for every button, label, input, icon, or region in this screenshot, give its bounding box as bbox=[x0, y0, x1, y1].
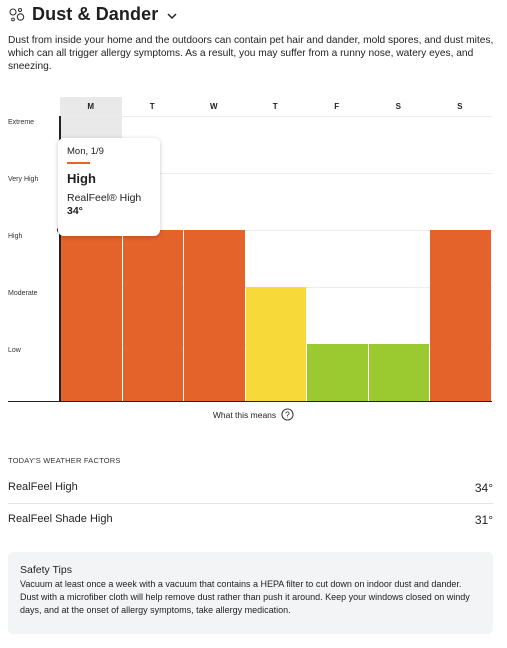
bar-3[interactable] bbox=[245, 287, 306, 401]
page-title: Dust & Dander bbox=[32, 4, 159, 24]
tooltip-date: Mon, 1/9 bbox=[67, 146, 104, 157]
y-label-very-high: Very High bbox=[8, 176, 39, 183]
day-tooltip: Mon, 1/9 High RealFeel® High 34° bbox=[58, 138, 160, 236]
tooltip-temp: 34° bbox=[67, 205, 83, 217]
y-label-extreme: Extreme bbox=[8, 119, 35, 126]
bar-0[interactable] bbox=[60, 230, 122, 401]
bar-5[interactable] bbox=[368, 344, 429, 401]
day-label[interactable]: W bbox=[209, 102, 218, 111]
bar-4[interactable] bbox=[307, 344, 368, 401]
help-icon: ? bbox=[281, 408, 294, 421]
x-axis bbox=[8, 401, 492, 402]
tooltip-realfeel-label: RealFeel® High bbox=[67, 192, 142, 204]
factors-title: TODAY'S WEATHER FACTORS bbox=[8, 456, 121, 465]
day-label[interactable]: T bbox=[149, 102, 155, 111]
safety-tips-title: Safety Tips bbox=[20, 564, 72, 576]
allergy-forecast-chart: Extreme Very High High Moderate Low M T W T… bbox=[8, 97, 492, 405]
description: Dust from inside your home and the outdo… bbox=[8, 35, 494, 72]
tooltip-level: High bbox=[67, 171, 96, 186]
day-label[interactable]: F bbox=[334, 102, 340, 111]
day-label[interactable]: S bbox=[457, 102, 463, 111]
y-label-moderate: Moderate bbox=[8, 290, 38, 297]
divider bbox=[8, 503, 493, 504]
dust-particles-icon bbox=[9, 7, 25, 21]
day-label[interactable]: S bbox=[395, 102, 401, 111]
section-header[interactable]: Dust & Dander bbox=[8, 4, 178, 25]
factor-label: RealFeel Shade High bbox=[8, 513, 113, 525]
day-label[interactable]: T bbox=[272, 102, 278, 111]
bar-2[interactable] bbox=[184, 230, 245, 401]
tooltip-accent-line bbox=[67, 162, 90, 164]
factor-value: 34° bbox=[474, 481, 493, 495]
factor-value: 31° bbox=[474, 513, 493, 527]
svg-text:?: ? bbox=[285, 409, 290, 419]
bar-1[interactable] bbox=[122, 230, 183, 401]
factor-row: RealFeel High 34° bbox=[8, 481, 493, 495]
gridline bbox=[60, 116, 492, 117]
safety-tips-text: Vacuum at least once a week with a vacuu… bbox=[20, 579, 470, 615]
gridline bbox=[60, 173, 492, 174]
y-label-high: High bbox=[8, 233, 23, 240]
bar-6[interactable] bbox=[430, 230, 491, 401]
safety-tips-panel: Safety Tips Vacuum at least once a week … bbox=[8, 552, 493, 634]
selection-line bbox=[59, 116, 61, 401]
what-this-means-link[interactable]: What this means ? bbox=[0, 408, 507, 421]
factor-row: RealFeel Shade High 31° bbox=[8, 513, 493, 527]
gridline bbox=[60, 230, 492, 231]
what-this-means-label: What this means bbox=[212, 409, 277, 420]
chevron-down-icon[interactable] bbox=[166, 10, 178, 22]
day-label[interactable]: M bbox=[87, 102, 95, 111]
y-label-low: Low bbox=[8, 347, 21, 354]
factor-label: RealFeel High bbox=[8, 481, 78, 493]
